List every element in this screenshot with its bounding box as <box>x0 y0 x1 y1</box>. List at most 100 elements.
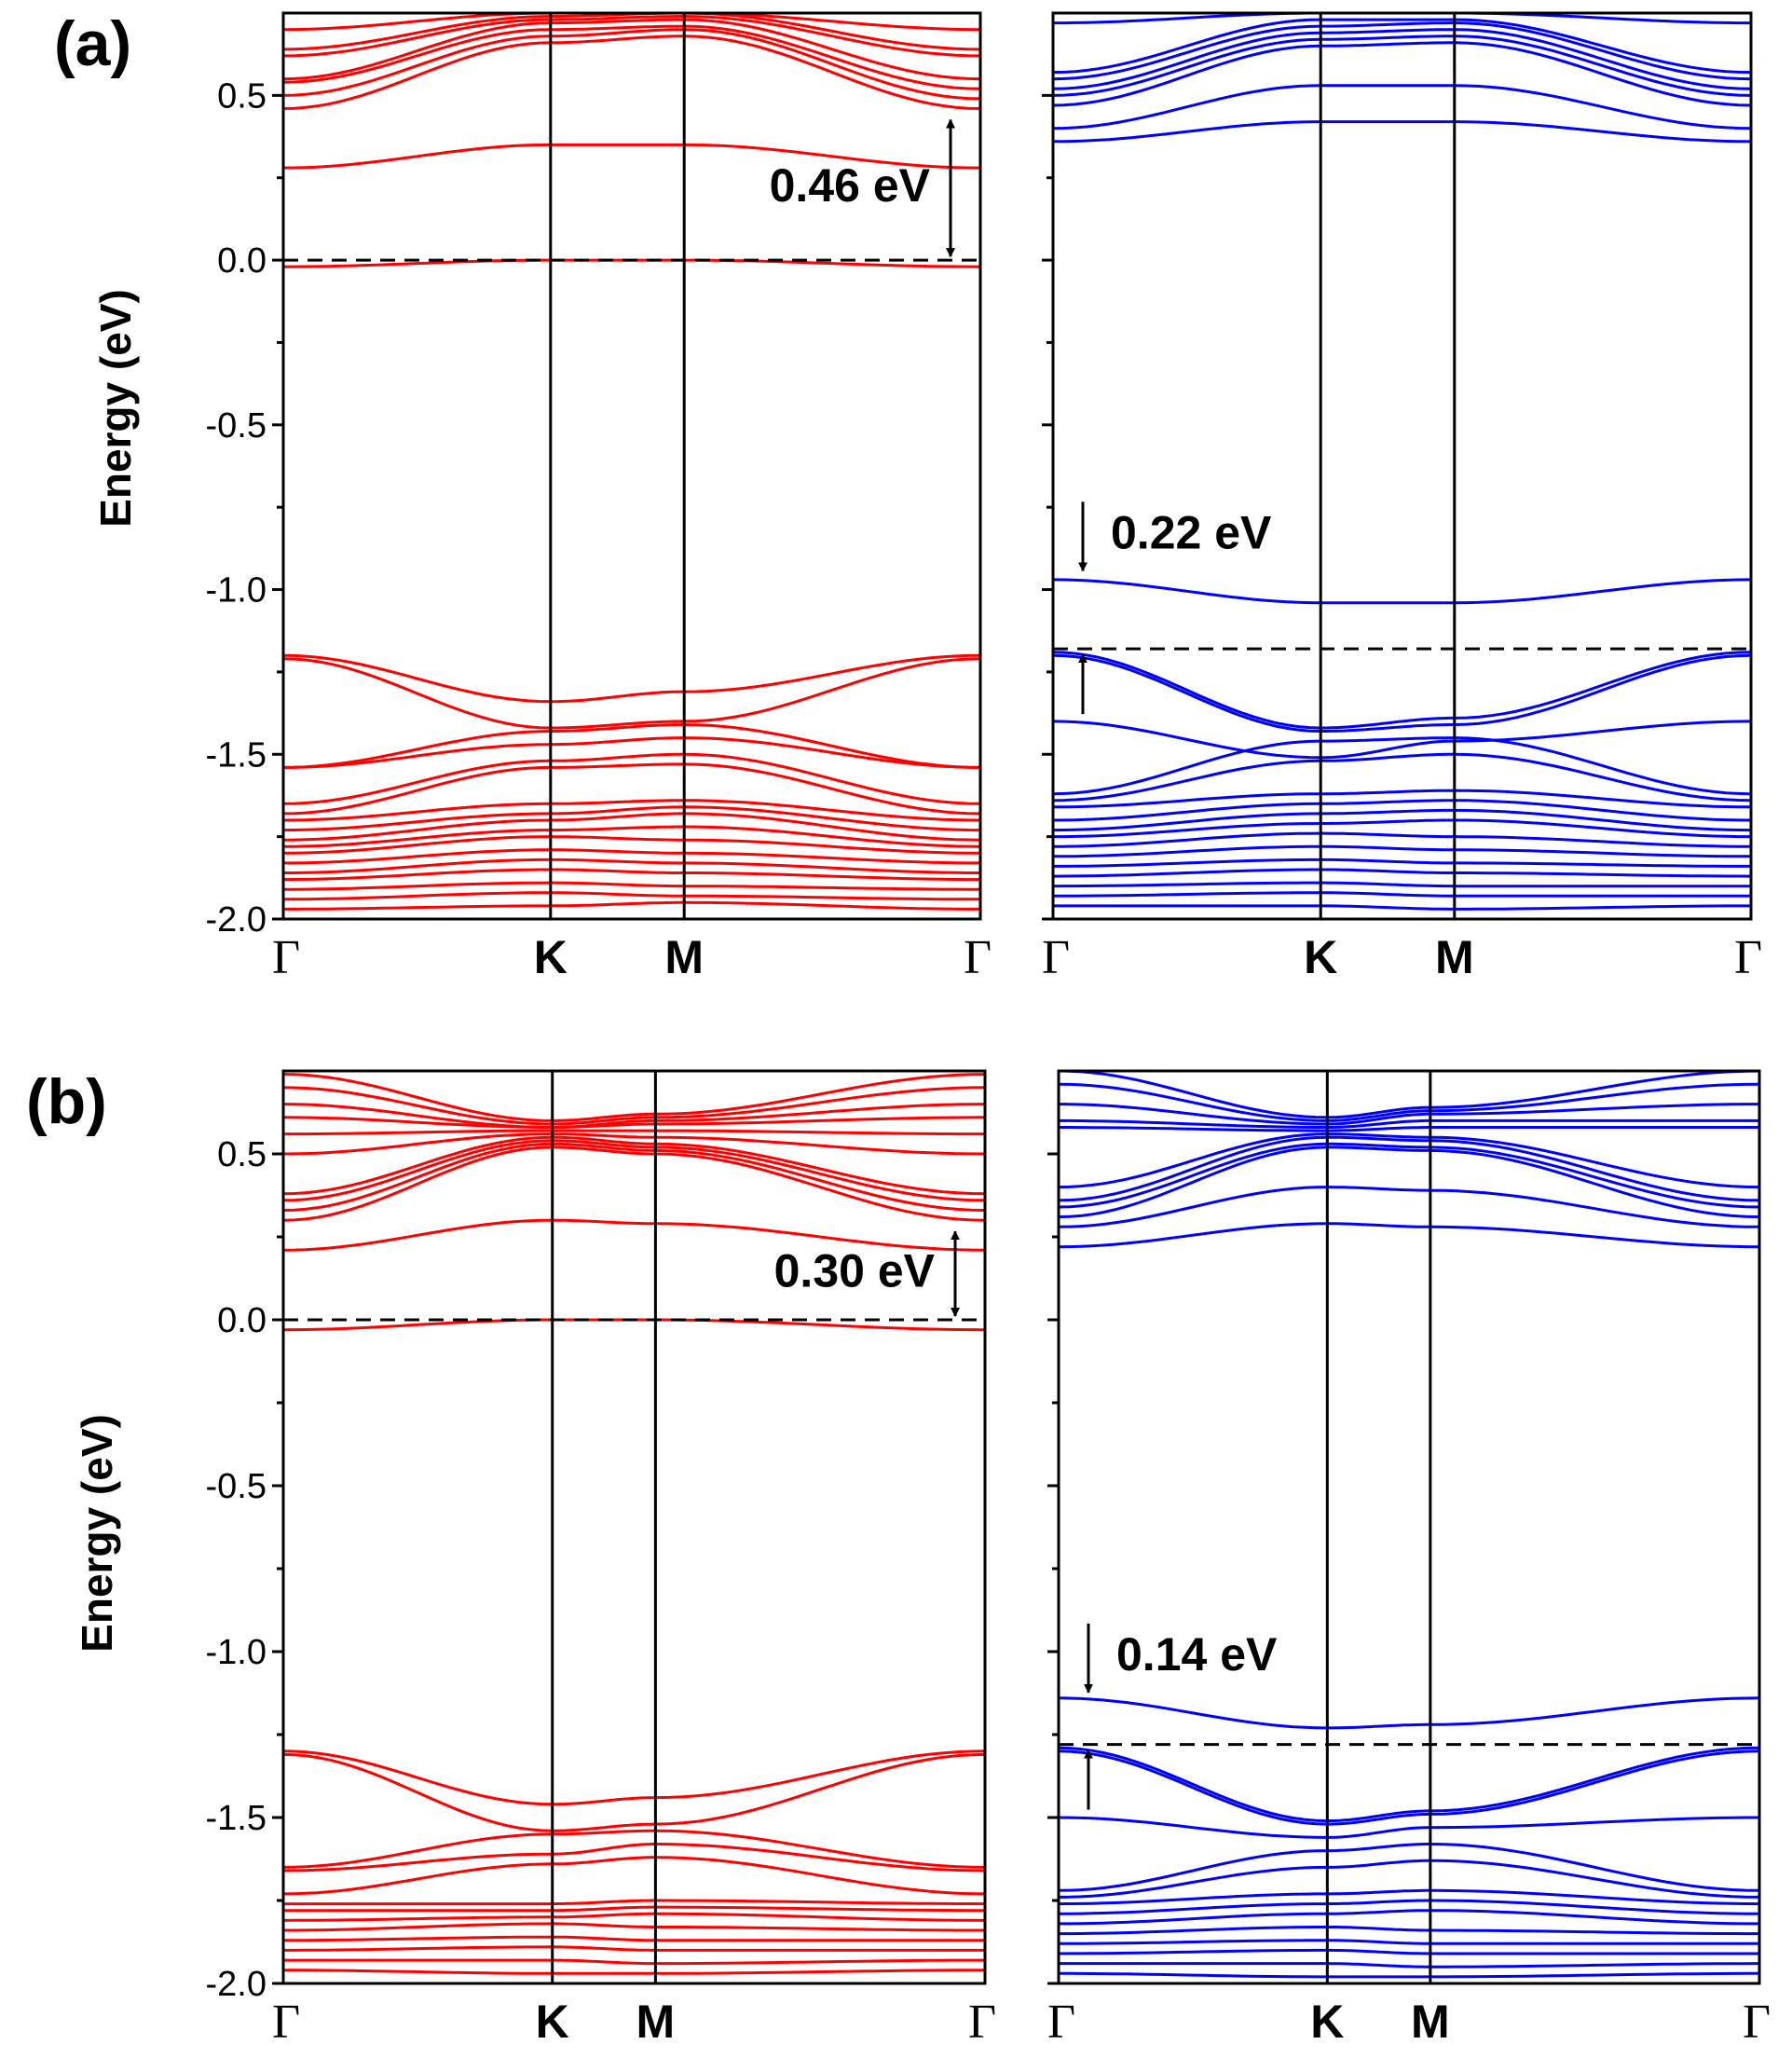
band-line <box>1053 653 1751 733</box>
gap-value-label: 0.46 eV <box>770 159 931 212</box>
band-line <box>1053 84 1751 130</box>
band-line <box>1053 578 1751 605</box>
kpoint-label: Γ <box>964 931 992 984</box>
band-line <box>1059 1971 1759 1979</box>
band-line <box>1059 1948 1759 1955</box>
band-line <box>283 1912 985 1922</box>
band-line <box>283 723 980 769</box>
band-line <box>1053 891 1751 898</box>
band-line <box>283 762 980 816</box>
band-line <box>1059 1696 1759 1730</box>
band-line <box>283 1935 985 1942</box>
band-line <box>1053 752 1751 803</box>
gap-annotation: 0.22 eV <box>1078 501 1272 715</box>
band-line <box>1053 120 1751 144</box>
band-line <box>283 1146 985 1222</box>
gap-value-label: 0.30 eV <box>774 1245 936 1297</box>
band-line <box>283 1086 985 1126</box>
band-line <box>283 1103 985 1129</box>
band-line <box>283 1752 985 1832</box>
band-line <box>1053 799 1751 822</box>
band-line <box>283 1958 985 1966</box>
band-line <box>283 825 980 848</box>
band-line <box>283 900 980 911</box>
kpoint-label: Γ <box>1734 931 1762 984</box>
band-line <box>283 805 980 832</box>
y-tick-label: -2.0 <box>206 1965 267 2004</box>
band-line <box>1059 1071 1759 1119</box>
plot-frame <box>1057 1069 1761 1985</box>
gap-value-label: 0.22 eV <box>1111 506 1272 558</box>
subplot-left: 0.50.0-0.5-1.0-1.5-2.0Γ K M Γ0.46 eV <box>206 11 992 984</box>
band-line <box>283 15 980 58</box>
band-line <box>1059 1888 1759 1906</box>
bands <box>283 1073 985 1975</box>
band-line <box>1053 868 1751 878</box>
band-line <box>283 1218 985 1252</box>
kpoint-label: Γ <box>968 1996 996 2049</box>
band-line <box>283 24 980 90</box>
band-line <box>1053 736 1751 796</box>
band-line <box>283 752 980 805</box>
band-line <box>283 28 980 101</box>
kpoint-label: K <box>1310 1996 1344 2048</box>
panel-label: (a) <box>54 8 131 79</box>
band-line <box>283 34 980 110</box>
subplot-left: 0.50.0-0.5-1.0-1.5-2.0Γ K M Γ0.30 eV <box>206 1069 996 2049</box>
band-line <box>283 258 980 268</box>
band-line <box>1059 1899 1759 1915</box>
band-line <box>1059 1186 1759 1228</box>
kpoint-label: Γ <box>1047 1996 1075 2049</box>
plot-frame <box>1051 11 1753 921</box>
band-line <box>283 657 980 730</box>
subplot-right: Γ K M Γ 0.14 eV <box>1047 1069 1771 2049</box>
band-line <box>283 1139 985 1202</box>
y-axis-label: Energy (eV) <box>91 289 140 528</box>
band-line <box>283 1073 985 1122</box>
band-line <box>283 1899 985 1906</box>
band-line <box>283 1829 985 1869</box>
kpoint-label: M <box>1435 931 1474 983</box>
band-line <box>1059 1746 1759 1823</box>
y-tick-label: -1.5 <box>206 1799 267 1838</box>
band-line <box>1053 858 1751 868</box>
band-line <box>283 1135 985 1196</box>
kpoint-label: Γ <box>1743 1996 1771 2049</box>
kpoint-label: Γ <box>272 1996 300 2049</box>
band-line <box>283 653 980 704</box>
band-line <box>1059 1082 1759 1122</box>
band-line <box>283 143 980 170</box>
kpoint-label: K <box>1304 931 1337 983</box>
band-line <box>1059 1843 1759 1892</box>
gap-annotation: 0.14 eV <box>1084 1623 1278 1810</box>
subplot-right: Γ K M Γ 0.22 eV <box>1042 11 1762 984</box>
band-line <box>283 1969 985 1975</box>
band-line <box>1059 1939 1759 1945</box>
band-line <box>283 736 980 769</box>
plot-frame <box>281 1069 987 1985</box>
band-line <box>1053 651 1751 730</box>
band-line <box>283 799 980 822</box>
band-line <box>1059 1118 1759 1129</box>
band-line <box>283 1945 985 1952</box>
band-line <box>1059 1132 1759 1189</box>
band-line <box>1053 18 1751 75</box>
band-line <box>1059 1142 1759 1209</box>
band-line <box>1059 1146 1759 1219</box>
y-tick-label: 0.5 <box>217 1135 267 1174</box>
band-line <box>1059 1962 1759 1969</box>
y-tick-label: -1.0 <box>206 571 267 611</box>
band-line <box>283 812 980 842</box>
band-line <box>1053 904 1751 911</box>
band-line <box>1059 1926 1759 1936</box>
band-line <box>283 18 980 81</box>
band-line <box>1053 844 1751 858</box>
band-line <box>1053 818 1751 839</box>
band-line <box>283 1749 985 1806</box>
band-line <box>283 1129 985 1136</box>
y-tick-label: 0.0 <box>217 1301 267 1340</box>
band-line <box>1059 1103 1759 1126</box>
band-line <box>283 13 980 51</box>
gap-value-label: 0.14 eV <box>1116 1628 1278 1681</box>
band-line <box>1053 34 1751 97</box>
